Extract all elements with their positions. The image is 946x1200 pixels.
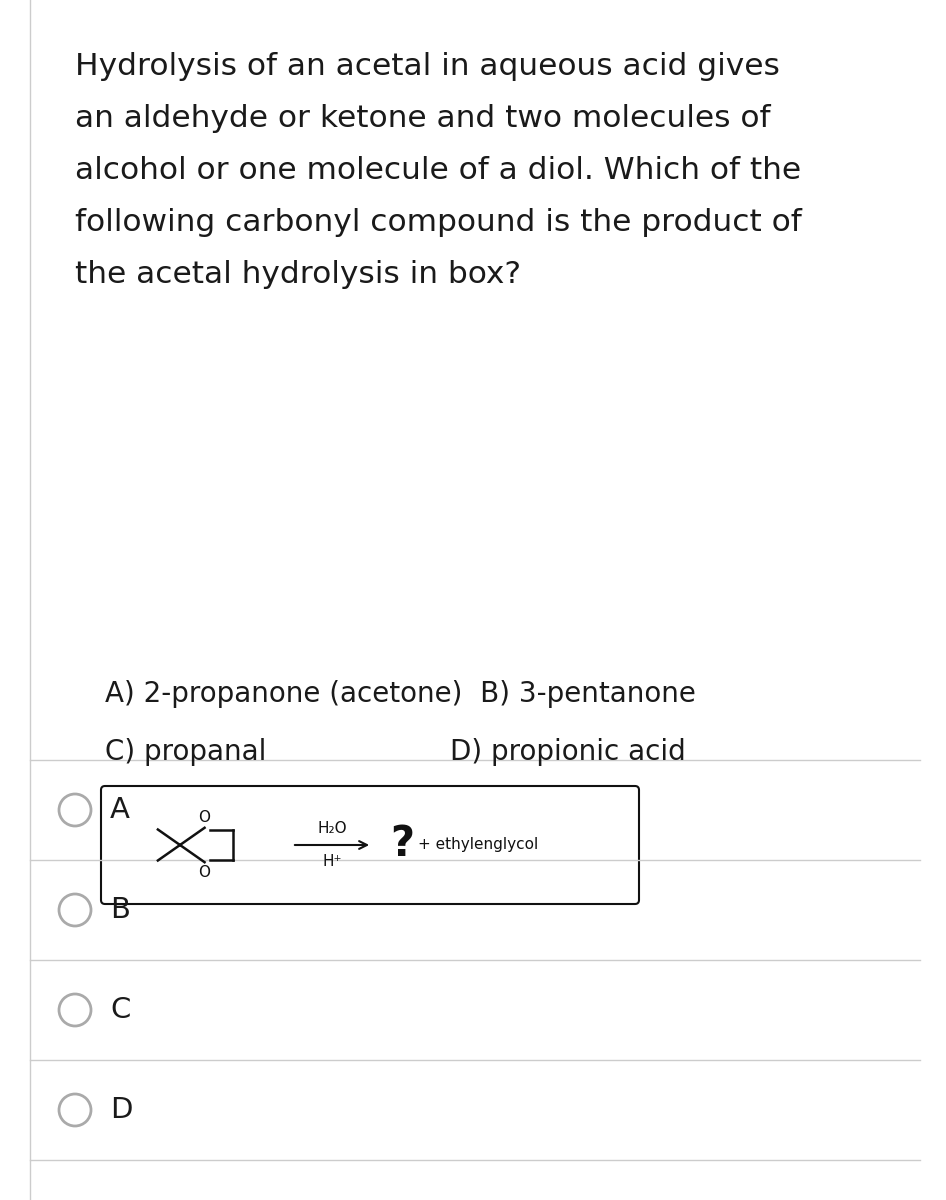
Text: O: O [199,865,211,881]
Text: A) 2-propanone (acetone)  B) 3-pentanone: A) 2-propanone (acetone) B) 3-pentanone [105,680,696,708]
Text: D) propionic acid: D) propionic acid [450,738,686,766]
Text: an aldehyde or ketone and two molecules of: an aldehyde or ketone and two molecules … [75,104,770,133]
Text: following carbonyl compound is the product of: following carbonyl compound is the produ… [75,208,802,236]
Text: A: A [110,796,130,824]
Text: O: O [199,810,211,824]
Text: + ethylenglycol: + ethylenglycol [418,836,538,852]
Text: B: B [110,896,130,924]
Text: Hydrolysis of an acetal in aqueous acid gives: Hydrolysis of an acetal in aqueous acid … [75,52,780,80]
Text: alcohol or one molecule of a diol. Which of the: alcohol or one molecule of a diol. Which… [75,156,801,185]
Text: the acetal hydrolysis in box?: the acetal hydrolysis in box? [75,260,521,289]
FancyBboxPatch shape [101,786,639,904]
Text: ?: ? [390,823,414,865]
Text: C: C [110,996,131,1024]
Text: H₂O: H₂O [317,821,347,836]
Text: C) propanal: C) propanal [105,738,267,766]
Text: H⁺: H⁺ [323,854,342,869]
Text: D: D [110,1096,132,1124]
